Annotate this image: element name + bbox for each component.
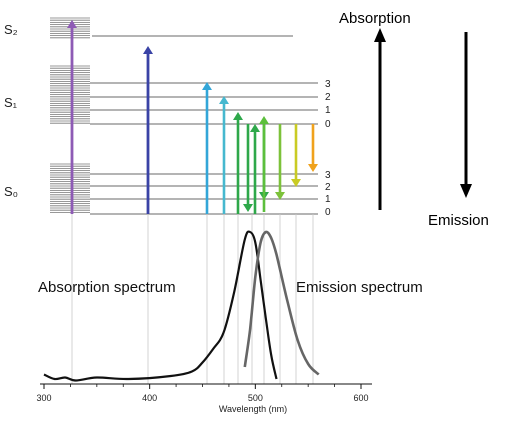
x-axis-label: Wavelength (nm) xyxy=(219,404,287,414)
absorption-arrow-s0-s1-v0-head xyxy=(250,124,260,132)
absorption-arrow-s0-s1-v2-head xyxy=(219,96,229,104)
wavelength-guides xyxy=(71,214,314,384)
emission-spectrum-line xyxy=(243,230,320,376)
absorption-arrow-s0-s1-v0b-head xyxy=(259,116,269,124)
emission-legend-label: Emission xyxy=(428,212,489,229)
s1-levels xyxy=(50,65,318,125)
emission-arrow-s1-s0-v3-head xyxy=(308,164,318,172)
absorption-arrow-s0-s2-head xyxy=(67,20,77,28)
emission-arrow-s1-s0-v1b-head xyxy=(275,192,285,200)
x-axis-ticks: 300 400 500 600 xyxy=(36,384,369,403)
absorption-spectrum-line xyxy=(43,230,278,382)
absorption-arrow-s0-s1-high-head xyxy=(143,46,153,54)
s0-v0-label: 0 xyxy=(325,207,331,218)
x-tick-label-500: 500 xyxy=(248,393,263,403)
absorption-arrow-s0-s1-v1-head xyxy=(233,112,243,120)
emission-legend-arrowhead xyxy=(460,184,472,198)
s0-levels xyxy=(50,163,318,215)
s1-vibrational-labels: 3 2 1 0 xyxy=(325,79,331,130)
x-tick-label-300: 300 xyxy=(36,393,51,403)
s1-v3-label: 3 xyxy=(325,79,331,90)
s2-label: S₂ xyxy=(4,22,18,37)
emission-spectrum-label: Emission spectrum xyxy=(296,279,423,296)
transition-arrows xyxy=(67,20,318,214)
emission-arrow-s1-s0-v0-head xyxy=(243,204,253,212)
s1-v0-label: 0 xyxy=(325,119,331,130)
s1-label: S₁ xyxy=(4,95,18,110)
s0-v1-label: 1 xyxy=(325,194,331,205)
x-tick-label-400: 400 xyxy=(142,393,157,403)
absorption-arrow-s0-s1-v3-head xyxy=(202,82,212,90)
absorption-spectrum-label: Absorption spectrum xyxy=(38,279,176,296)
s0-v2-label: 2 xyxy=(325,182,331,193)
x-tick-label-600: 600 xyxy=(353,393,368,403)
s1-v2-label: 2 xyxy=(325,92,331,103)
s1-v1-label: 1 xyxy=(325,105,331,116)
emission-arrow-s1-s0-v2-head xyxy=(291,179,301,187)
absorption-legend-label: Absorption xyxy=(339,10,411,27)
s0-label: S₀ xyxy=(4,184,18,199)
s0-vibrational-labels: 3 2 1 0 xyxy=(325,170,331,218)
absorption-legend-arrowhead xyxy=(374,28,386,42)
s0-v3-label: 3 xyxy=(325,170,331,181)
